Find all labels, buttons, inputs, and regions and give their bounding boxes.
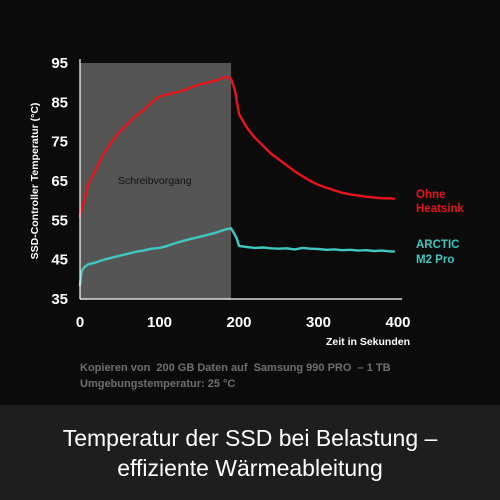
legend-arctic-line2: M2 Pro	[416, 254, 454, 266]
banner-line2: effiziente Wärmeableitung	[117, 454, 383, 481]
x-tick-label: 0	[76, 314, 84, 331]
y-tick-label: 45	[51, 252, 68, 269]
legend-ohne-heatsink-line2: Heatsink	[416, 203, 465, 215]
banner-line1: Temperatur der SSD bei Belastung –	[62, 424, 438, 451]
series-line-0	[78, 75, 396, 218]
legend-ohne-heatsink-line1: Ohne	[416, 189, 445, 201]
y-axis-title: SSD-Controller Temperatur (°C)	[29, 103, 41, 260]
x-tick-label: 200	[226, 314, 251, 331]
x-axis-title: Zeit in Sekunden	[326, 336, 410, 348]
y-tick-label: 65	[51, 173, 68, 190]
caption-banner: Temperatur der SSD bei Belastung – effiz…	[0, 405, 500, 500]
chart-notes: Kopieren von 200 GB Daten auf Samsung 99…	[80, 361, 480, 392]
notes-ambient-temp: Umgebungstemperatur: 25 °C	[80, 377, 236, 390]
series-line-1	[78, 226, 396, 287]
notes-copy-info: Kopieren von 200 GB Daten auf Samsung 99…	[80, 362, 391, 374]
y-tick-label: 55	[51, 212, 68, 229]
y-tick-label: 75	[51, 134, 68, 151]
line-chart: 35 45 55 65 75 85 95 0 100 200 300 400 Schreibvorga…	[29, 55, 465, 348]
shaded-region-label: Schreibvorgang	[118, 175, 192, 187]
y-tick-label: 95	[51, 55, 68, 72]
y-tick-label: 35	[51, 291, 68, 308]
x-tick-label: 400	[385, 314, 410, 331]
legend-arctic-line1: ARCTIC	[416, 239, 459, 251]
y-tick-label: 85	[51, 94, 68, 111]
chart-area: 35 45 55 65 75 85 95 0 100 200 300 400 Schreibvorga…	[29, 55, 480, 392]
x-tick-label: 100	[147, 314, 172, 331]
x-tick-label: 300	[306, 314, 331, 331]
